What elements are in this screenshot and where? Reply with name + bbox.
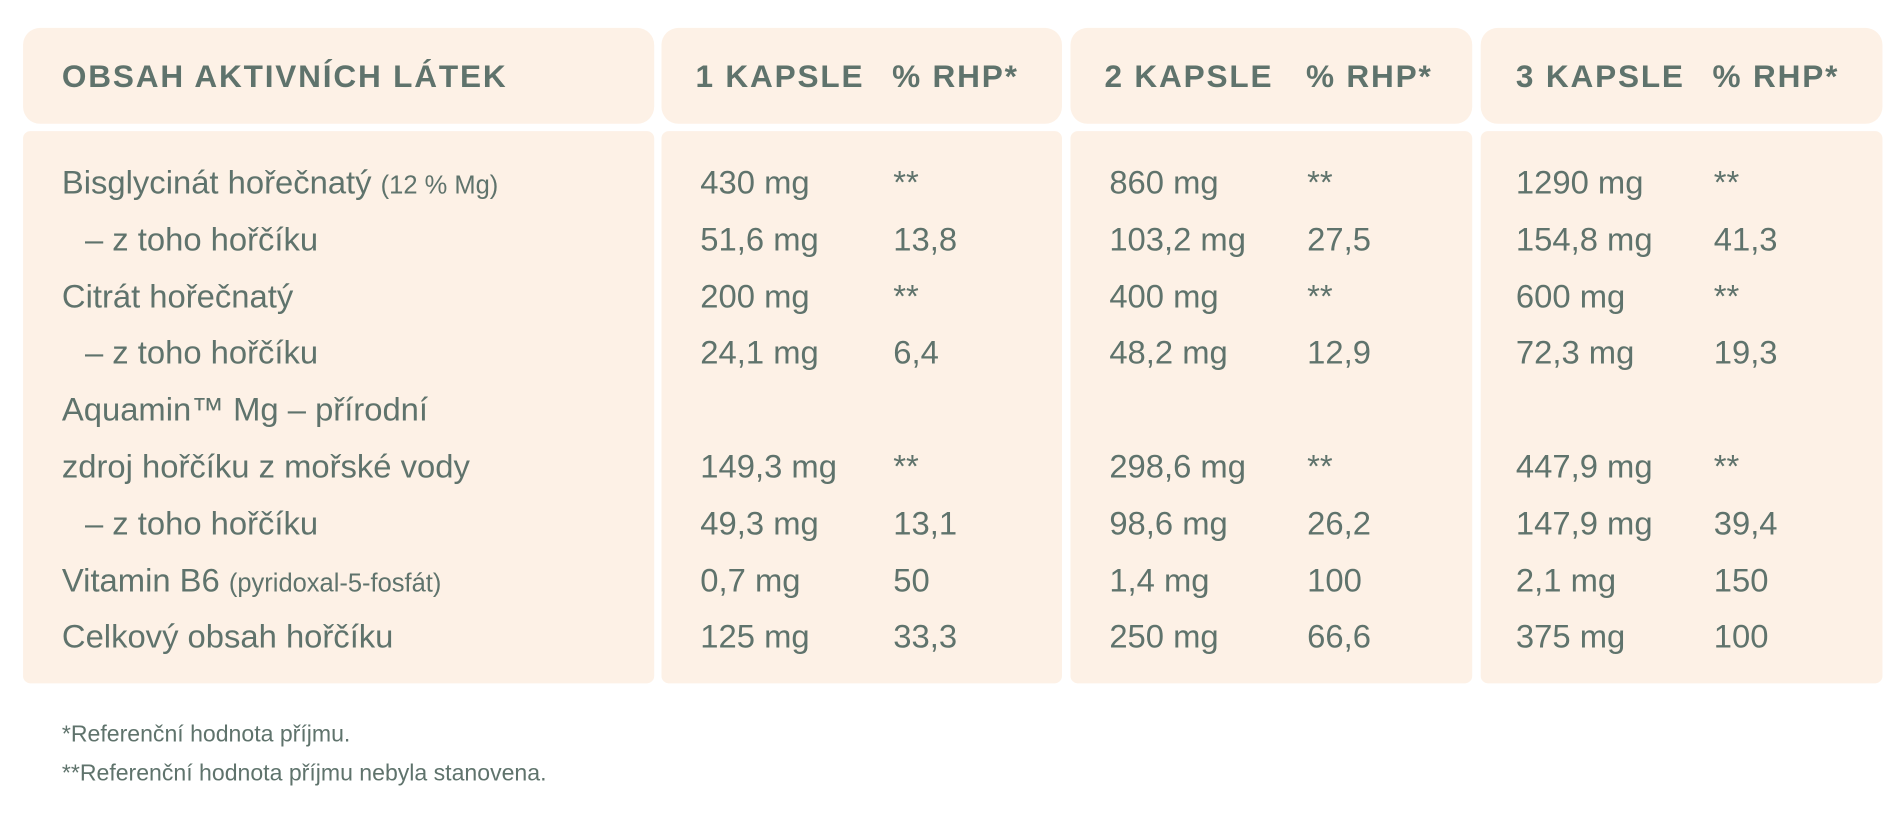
row-label: zdroj hořčíku z mořské vody (61, 448, 470, 485)
rhp: 50 (893, 562, 930, 599)
row-label: Vitamin B6 (61, 562, 220, 599)
row-label: – z toho hořčíku (84, 334, 319, 372)
amount: 125 mg (700, 618, 810, 656)
row-label: Aquamin™ Mg – přírodní (61, 391, 428, 429)
amount: 72,3 mg (1515, 334, 1635, 372)
row-name: Citrát hořečnatý (62, 278, 293, 316)
row-name: zdroj hořčíku z mořské vody (62, 448, 470, 486)
column-capsules: 2 KAPSLE (1104, 57, 1274, 95)
column-rhp: % RHP* (892, 57, 1019, 95)
row-note: (pyridoxal-5-fosfát) (228, 569, 442, 598)
amount: 1290 mg (1515, 164, 1644, 201)
body-cell (1480, 131, 1883, 684)
amount: 24,1 mg (700, 334, 819, 372)
header-cell (661, 27, 1062, 124)
row-label: Celkový obsah hořčíku (61, 618, 394, 656)
row-name: – z toho hořčíku (85, 221, 318, 259)
amount: 154,8 mg (1515, 221, 1653, 258)
body-cell (661, 131, 1062, 684)
amount: 447,9 mg (1515, 448, 1653, 485)
header-cell (23, 27, 655, 124)
rhp: ** (893, 278, 919, 315)
amount: 400 mg (1109, 278, 1219, 315)
column-rhp: % RHP* (1712, 57, 1840, 95)
header-cell (1480, 27, 1883, 124)
amount: 2,1 mg (1515, 562, 1617, 599)
column-capsules: 1 KAPSLE (695, 57, 865, 95)
amount: 860 mg (1109, 164, 1219, 201)
amount: 49,3 mg (700, 505, 819, 542)
amount: 147,9 mg (1515, 505, 1653, 542)
row-label: – z toho hořčíku (84, 505, 319, 542)
row-name: Vitamin B6 (pyridoxal-5-fosfát) (62, 562, 441, 600)
rhp: 12,9 (1307, 334, 1371, 372)
rhp: 100 (1307, 562, 1362, 599)
rhp: 33,3 (893, 618, 958, 656)
amount: 250 mg (1109, 618, 1219, 656)
rhp: ** (893, 164, 919, 201)
rhp: 150 (1713, 562, 1769, 599)
row-label: – z toho hořčíku (84, 221, 319, 258)
amount: 430 mg (700, 164, 810, 201)
amount: 48,2 mg (1109, 334, 1228, 372)
row-label: Citrát hořečnatý (61, 278, 294, 315)
row-name: Celkový obsah hořčíku (62, 619, 394, 657)
rhp: 6,4 (893, 334, 939, 372)
amount: 149,3 mg (700, 448, 837, 485)
amount: 600 mg (1515, 278, 1626, 315)
rhp: ** (1713, 278, 1740, 315)
amount: 51,6 mg (700, 221, 819, 258)
amount: 298,6 mg (1109, 448, 1246, 485)
amount: 200 mg (700, 278, 810, 315)
footnote: **Referenční hodnota příjmu nebyla stano… (61, 760, 547, 787)
rhp: ** (893, 448, 919, 485)
amount: 0,7 mg (700, 562, 801, 599)
row-note: (12 % Mg) (380, 171, 499, 200)
header-label: OBSAH AKTIVNÍCH LÁTEK (61, 57, 508, 95)
column-capsules: 3 KAPSLE (1515, 57, 1685, 95)
rhp: 66,6 (1307, 618, 1371, 656)
rhp: 13,1 (893, 505, 958, 542)
rhp: 19,3 (1713, 334, 1778, 372)
amount: 1,4 mg (1109, 562, 1210, 599)
row-name: Aquamin™ Mg – přírodní (62, 392, 428, 430)
body-cell (23, 131, 655, 684)
body-cell (1070, 131, 1473, 684)
rhp: 13,8 (893, 221, 958, 258)
rhp: ** (1307, 278, 1333, 315)
footnote: *Referenční hodnota příjmu. (61, 722, 351, 748)
rhp: 100 (1713, 618, 1769, 656)
amount: 375 mg (1515, 618, 1626, 656)
row-name: – z toho hořčíku (85, 505, 318, 543)
rhp: 26,2 (1307, 505, 1371, 542)
amount: 103,2 mg (1109, 221, 1246, 258)
row-name: Bisglycinát hořečnatý (12 % Mg) (62, 164, 498, 202)
rhp: ** (1307, 164, 1333, 201)
column-rhp: % RHP* (1305, 57, 1433, 95)
rhp: ** (1713, 448, 1740, 485)
row-name: – z toho hořčíku (85, 335, 318, 373)
rhp: ** (1307, 448, 1333, 485)
amount: 98,6 mg (1109, 505, 1228, 542)
row-label: Bisglycinát hořečnatý (61, 164, 372, 201)
rhp: 41,3 (1713, 221, 1778, 258)
rhp: 27,5 (1307, 221, 1371, 258)
rhp: 39,4 (1713, 505, 1778, 542)
rhp: ** (1713, 164, 1740, 201)
header-cell (1070, 27, 1473, 124)
